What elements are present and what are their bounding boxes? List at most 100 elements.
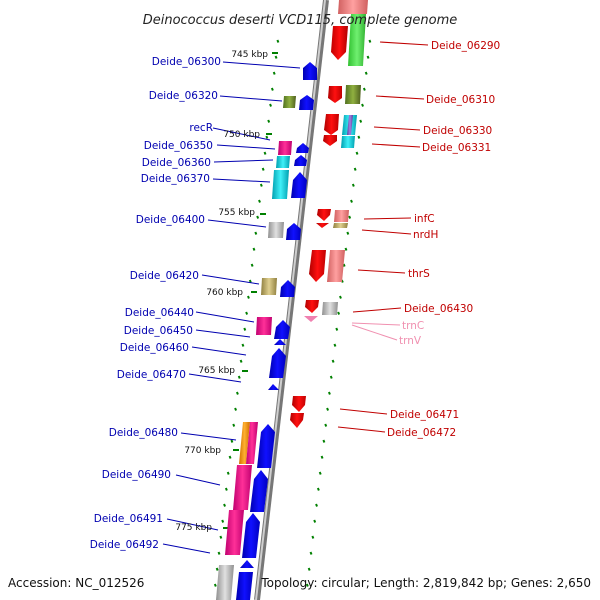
gene-deide-06480-pink[interactable] [246,422,258,464]
tick-dot [241,343,245,347]
gene-deide-06470[interactable] [269,348,286,378]
gene-label[interactable]: Deide_06310 [426,94,495,106]
tick-dot [342,263,346,267]
gene-deide-06290-green[interactable] [348,14,366,66]
gene-infc[interactable] [317,209,331,221]
gene-deide-06430[interactable] [305,300,319,313]
tick-dot [335,327,339,331]
genome-summary-text: Topology: circular; Length: 2,819,842 bp… [260,576,591,590]
gene-deide-06440-box[interactable] [256,317,272,335]
gene-label[interactable]: Deide_06440 [125,307,194,319]
gene-deide-06420-box[interactable] [261,278,277,295]
gene-deide-06470-b[interactable] [268,384,279,390]
gene-label[interactable]: Deide_06430 [404,303,473,315]
tick-dot [331,359,335,363]
gene-deide-06330-stripe [347,115,353,135]
tick-dot [351,183,355,187]
gene-label[interactable]: trnV [399,335,422,347]
gene-label[interactable]: Deide_06472 [387,427,456,439]
gene-deide-06310[interactable] [328,86,342,103]
gene-deide-06330[interactable] [324,114,339,135]
gene-label[interactable]: thrS [408,268,430,280]
gene-label[interactable]: Deide_06471 [390,409,459,421]
tick-dot [368,39,372,43]
gene-label[interactable]: nrdH [413,229,438,241]
tick-dot [327,391,331,395]
tick-dot [243,327,247,331]
tick-dot [326,407,330,411]
kbp-label: 775 kbp [175,523,212,533]
gene-nrdh-box[interactable] [333,223,348,228]
gene-recr-arrow[interactable] [296,143,309,153]
gene-nrdh[interactable] [316,223,329,228]
gene-deide-06400-box[interactable] [268,222,284,238]
tick-dot [269,103,272,107]
tick-dot [213,583,217,587]
gene-label[interactable]: Deide_06370 [141,173,210,185]
gene-deide-06360-box[interactable] [276,156,290,168]
gene-deide-06472[interactable] [290,413,304,428]
gene-deide-06370-box[interactable] [272,170,289,199]
gene-deide-06320[interactable] [299,95,314,110]
gene-label[interactable]: recR [189,122,213,134]
gene-deide-06480-orange[interactable] [239,422,250,464]
gene-infc-box[interactable] [334,210,349,222]
gene-label[interactable]: Deide_06492 [90,539,159,551]
gene-recr[interactable] [278,141,292,155]
tick-dot [234,407,238,411]
gene-deide-06331-box[interactable] [341,136,355,148]
gene-deide-06490-pink[interactable] [233,465,252,510]
gene-label[interactable]: Deide_06300 [152,56,221,68]
gene-label[interactable]: Deide_06460 [120,342,189,354]
gene-deide-06490[interactable] [250,470,268,512]
gene-deide-06420[interactable] [280,280,295,297]
kbp-label: 755 kbp [218,208,255,218]
tick-dot [239,359,243,363]
gene-label[interactable]: trnC [402,320,424,332]
tick-dot [272,71,276,75]
gene-thrs[interactable] [309,250,326,282]
gene-label[interactable]: Deide_06420 [130,270,199,282]
gene-deide-06430-box[interactable] [322,302,338,315]
gene-deide-06290[interactable] [331,26,348,60]
gene-deide-06370[interactable] [291,172,307,198]
tick-dot [320,455,324,459]
gene-label[interactable]: infC [414,213,435,225]
gene-label[interactable]: Deide_06480 [109,427,178,439]
tick-dot [309,551,313,555]
gene-label[interactable]: Deide_06320 [149,90,218,102]
tick-dot [224,487,228,491]
tick-dot [228,455,232,459]
gene-deide-06400[interactable] [286,223,301,240]
forward-gene-labels: Deide_06300 Deide_06320 recR Deide_06350… [90,56,221,551]
gene-label[interactable]: Deide_06330 [423,125,492,137]
tick-dot [313,519,317,523]
gene-deide-06450[interactable] [274,320,290,339]
gene-trnc[interactable] [304,316,318,322]
tick-dot [217,551,221,555]
tick-dot [353,167,357,171]
gene-deide-06300[interactable] [303,62,317,80]
gene-deide-06331[interactable] [323,135,337,146]
gene-deide-06491-pink[interactable] [225,510,244,555]
gene-deide-06320-box[interactable] [283,96,296,108]
gene-deide-06491[interactable] [242,513,260,558]
gene-label[interactable]: Deide_06470 [117,369,186,381]
gene-deide-06460[interactable] [274,339,286,345]
gene-label[interactable]: Deide_06290 [431,40,500,52]
gene-label[interactable]: Deide_06400 [136,214,205,226]
gene-thrs-box[interactable] [327,250,345,282]
gene-label[interactable]: Deide_06490 [102,469,171,481]
gene-deide-06492[interactable] [240,560,254,568]
gene-label[interactable]: Deide_06491 [94,513,163,525]
tick-dot [252,247,256,251]
tick-dot [223,503,226,507]
gene-deide-06310-box[interactable] [345,85,361,104]
gene-deide-06360[interactable] [294,155,307,166]
gene-label[interactable]: Deide_06360 [142,157,211,169]
gene-label[interactable]: Deide_06450 [124,325,193,337]
gene-label[interactable]: Deide_06331 [422,142,491,154]
gene-deide-06480[interactable] [257,424,275,468]
gene-label[interactable]: Deide_06350 [144,140,213,152]
gene-deide-06471[interactable] [292,396,306,412]
